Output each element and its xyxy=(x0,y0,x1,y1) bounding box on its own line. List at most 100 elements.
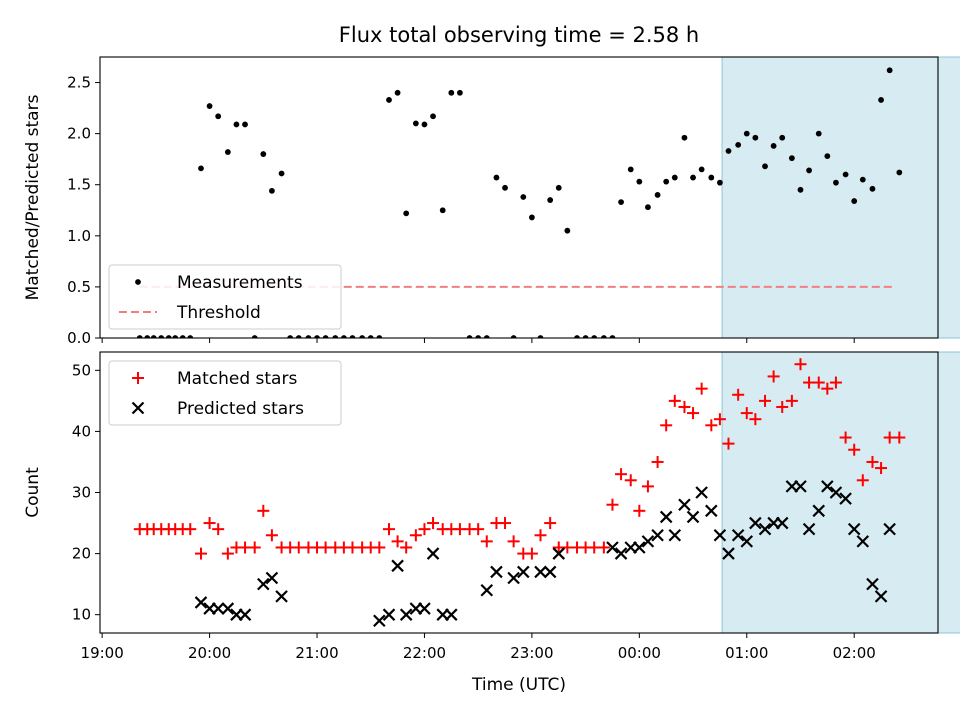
data-point xyxy=(457,89,463,96)
data-point xyxy=(194,596,208,609)
data-point xyxy=(695,486,708,499)
data-point xyxy=(340,335,347,338)
data-point xyxy=(749,516,762,530)
data-point xyxy=(268,187,275,194)
data-point xyxy=(874,590,888,603)
y-axis-label: Count xyxy=(23,467,43,518)
data-point xyxy=(668,528,682,542)
data-point xyxy=(349,335,356,338)
data-point xyxy=(248,541,261,554)
legend-swatch xyxy=(132,372,144,384)
data-point xyxy=(758,522,772,536)
y-tick-label: 50 xyxy=(72,361,91,379)
data-point xyxy=(618,199,624,205)
data-point xyxy=(717,179,723,186)
data-point xyxy=(671,174,678,181)
data-point xyxy=(211,602,225,615)
chart-title: Flux total observing time = 2.58 h xyxy=(339,23,699,47)
panel-1: 0.0 0.5 1.0 1.5 2.0 2.5 Matched/Predicted star… xyxy=(23,56,960,347)
data-point xyxy=(847,522,861,536)
data-point xyxy=(788,155,795,162)
data-point xyxy=(499,517,512,530)
data-point xyxy=(224,149,231,155)
data-point xyxy=(386,97,392,103)
data-point xyxy=(645,204,651,211)
data-point xyxy=(574,335,580,338)
data-point xyxy=(507,535,520,548)
data-point xyxy=(829,486,843,499)
data-point xyxy=(251,335,258,338)
legend-item: Measurements xyxy=(135,273,303,293)
data-point xyxy=(839,431,852,444)
legend-item: Matched stars xyxy=(132,369,297,389)
data-point xyxy=(606,498,619,511)
y-axis-label: Matched/Predicted stars xyxy=(23,94,43,300)
data-point xyxy=(615,468,628,481)
data-point xyxy=(426,547,440,560)
data-point xyxy=(582,335,589,338)
data-point xyxy=(158,335,165,338)
x-tick-label: 20:00 xyxy=(188,644,231,662)
legend-item: Threshold xyxy=(119,303,261,323)
data-point xyxy=(150,335,157,338)
data-point xyxy=(179,335,186,338)
data-point xyxy=(785,394,798,407)
data-point xyxy=(403,210,410,217)
data-point xyxy=(851,198,858,204)
data-point xyxy=(859,176,866,183)
data-point xyxy=(490,565,503,579)
data-point xyxy=(520,194,527,200)
data-point xyxy=(172,335,179,338)
legend-swatch xyxy=(131,401,145,415)
data-point xyxy=(212,523,225,536)
data-point xyxy=(475,335,482,338)
data-point xyxy=(708,174,715,181)
data-point xyxy=(866,577,879,591)
data-point xyxy=(687,407,700,420)
data-point xyxy=(651,455,664,468)
legend-label: Threshold xyxy=(176,303,261,323)
data-point xyxy=(439,207,446,214)
data-point xyxy=(525,547,538,560)
data-point xyxy=(821,480,834,493)
data-point xyxy=(555,184,562,191)
data-point xyxy=(412,120,419,127)
data-point xyxy=(833,179,839,186)
data-point xyxy=(866,455,879,468)
data-point xyxy=(373,614,386,628)
data-point xyxy=(206,103,213,109)
data-point xyxy=(472,523,485,536)
data-point xyxy=(668,394,681,407)
data-point xyxy=(743,130,750,137)
data-point xyxy=(883,522,896,536)
data-point xyxy=(597,541,610,554)
data-point xyxy=(480,583,494,597)
data-point xyxy=(394,89,401,96)
data-point xyxy=(654,192,661,198)
data-point xyxy=(732,388,745,401)
plot-area xyxy=(136,67,903,338)
data-point xyxy=(305,335,312,338)
data-point xyxy=(233,121,240,128)
data-point xyxy=(636,178,643,185)
data-point xyxy=(659,510,673,524)
data-point xyxy=(418,523,431,536)
data-point xyxy=(265,529,278,542)
data-point xyxy=(165,335,172,338)
data-point xyxy=(856,474,869,487)
axes-frame xyxy=(99,56,939,339)
data-point xyxy=(678,400,691,413)
data-point xyxy=(663,178,670,185)
x-axis-label: Time (UTC) xyxy=(471,675,566,695)
y-tick-label: 30 xyxy=(72,484,91,502)
legend-box xyxy=(108,264,342,330)
data-point xyxy=(812,504,826,518)
data-point xyxy=(875,462,888,475)
data-point xyxy=(547,197,554,203)
data-point xyxy=(695,382,708,395)
data-point xyxy=(448,89,455,96)
series-matched-stars xyxy=(133,358,906,560)
data-point xyxy=(735,141,742,148)
data-point xyxy=(430,113,436,120)
